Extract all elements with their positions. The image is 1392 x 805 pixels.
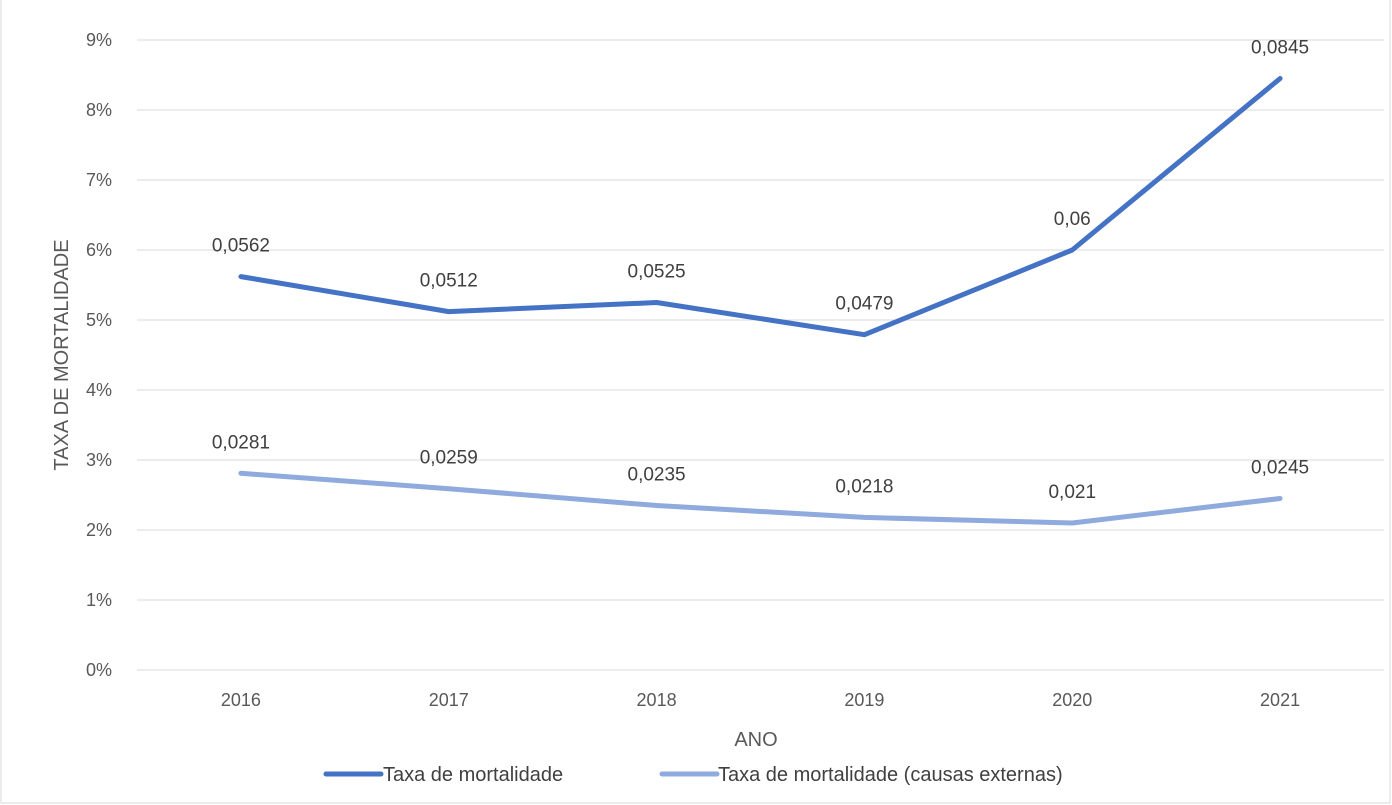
x-tick-label: 2016 — [221, 690, 261, 710]
data-label: 0,0235 — [628, 465, 686, 486]
y-tick-label: 5% — [86, 310, 112, 330]
data-label: 0,0845 — [1251, 38, 1309, 59]
y-tick-label: 7% — [86, 170, 112, 190]
data-label: 0,0479 — [835, 294, 893, 315]
y-tick-label: 4% — [86, 380, 112, 400]
y-tick-label: 9% — [86, 30, 112, 50]
data-label: 0,0512 — [420, 271, 478, 292]
data-label: 0,0218 — [835, 476, 893, 497]
y-tick-label: 3% — [86, 450, 112, 470]
y-tick-label: 8% — [86, 100, 112, 120]
y-axis-ticks: 0% 1% 2% 3% 4% 5% 6% 7% 8% 9% — [86, 30, 112, 680]
x-tick-label: 2021 — [1260, 690, 1300, 710]
series-line-1 — [238, 76, 1283, 338]
data-label: 0,021 — [1048, 482, 1096, 503]
y-axis-title: TAXA DE MORTALIDADE — [51, 239, 73, 470]
x-tick-label: 2020 — [1052, 690, 1092, 710]
data-label: 0,0562 — [212, 236, 270, 257]
legend-label-series-1: Taxa de mortalidade — [383, 764, 563, 786]
data-label: 0,0281 — [212, 432, 270, 453]
x-tick-label: 2017 — [429, 690, 469, 710]
y-tick-label: 6% — [86, 240, 112, 260]
legend: Taxa de mortalidade Taxa de mortalidade … — [323, 764, 1063, 786]
data-label: 0,0245 — [1251, 458, 1309, 479]
data-label: 0,0525 — [628, 262, 686, 283]
x-axis-ticks: 2016 2017 2018 2019 2020 2021 — [221, 690, 1300, 710]
y-tick-label: 2% — [86, 520, 112, 540]
data-label: 0,0259 — [420, 448, 478, 469]
data-labels: 0,0562 0,0512 0,0525 0,0479 0,06 0,0845 0,0281… — [212, 38, 1309, 504]
y-tick-label: 1% — [86, 590, 112, 610]
x-axis-title: ANO — [734, 729, 777, 751]
data-label: 0,06 — [1054, 209, 1091, 230]
series-lines — [238, 76, 1283, 526]
y-tick-label: 0% — [86, 660, 112, 680]
series-line-2 — [238, 470, 1283, 526]
x-tick-label: 2018 — [637, 690, 677, 710]
x-tick-label: 2019 — [844, 690, 884, 710]
legend-label-series-2: Taxa de mortalidade (causas externas) — [718, 764, 1063, 786]
